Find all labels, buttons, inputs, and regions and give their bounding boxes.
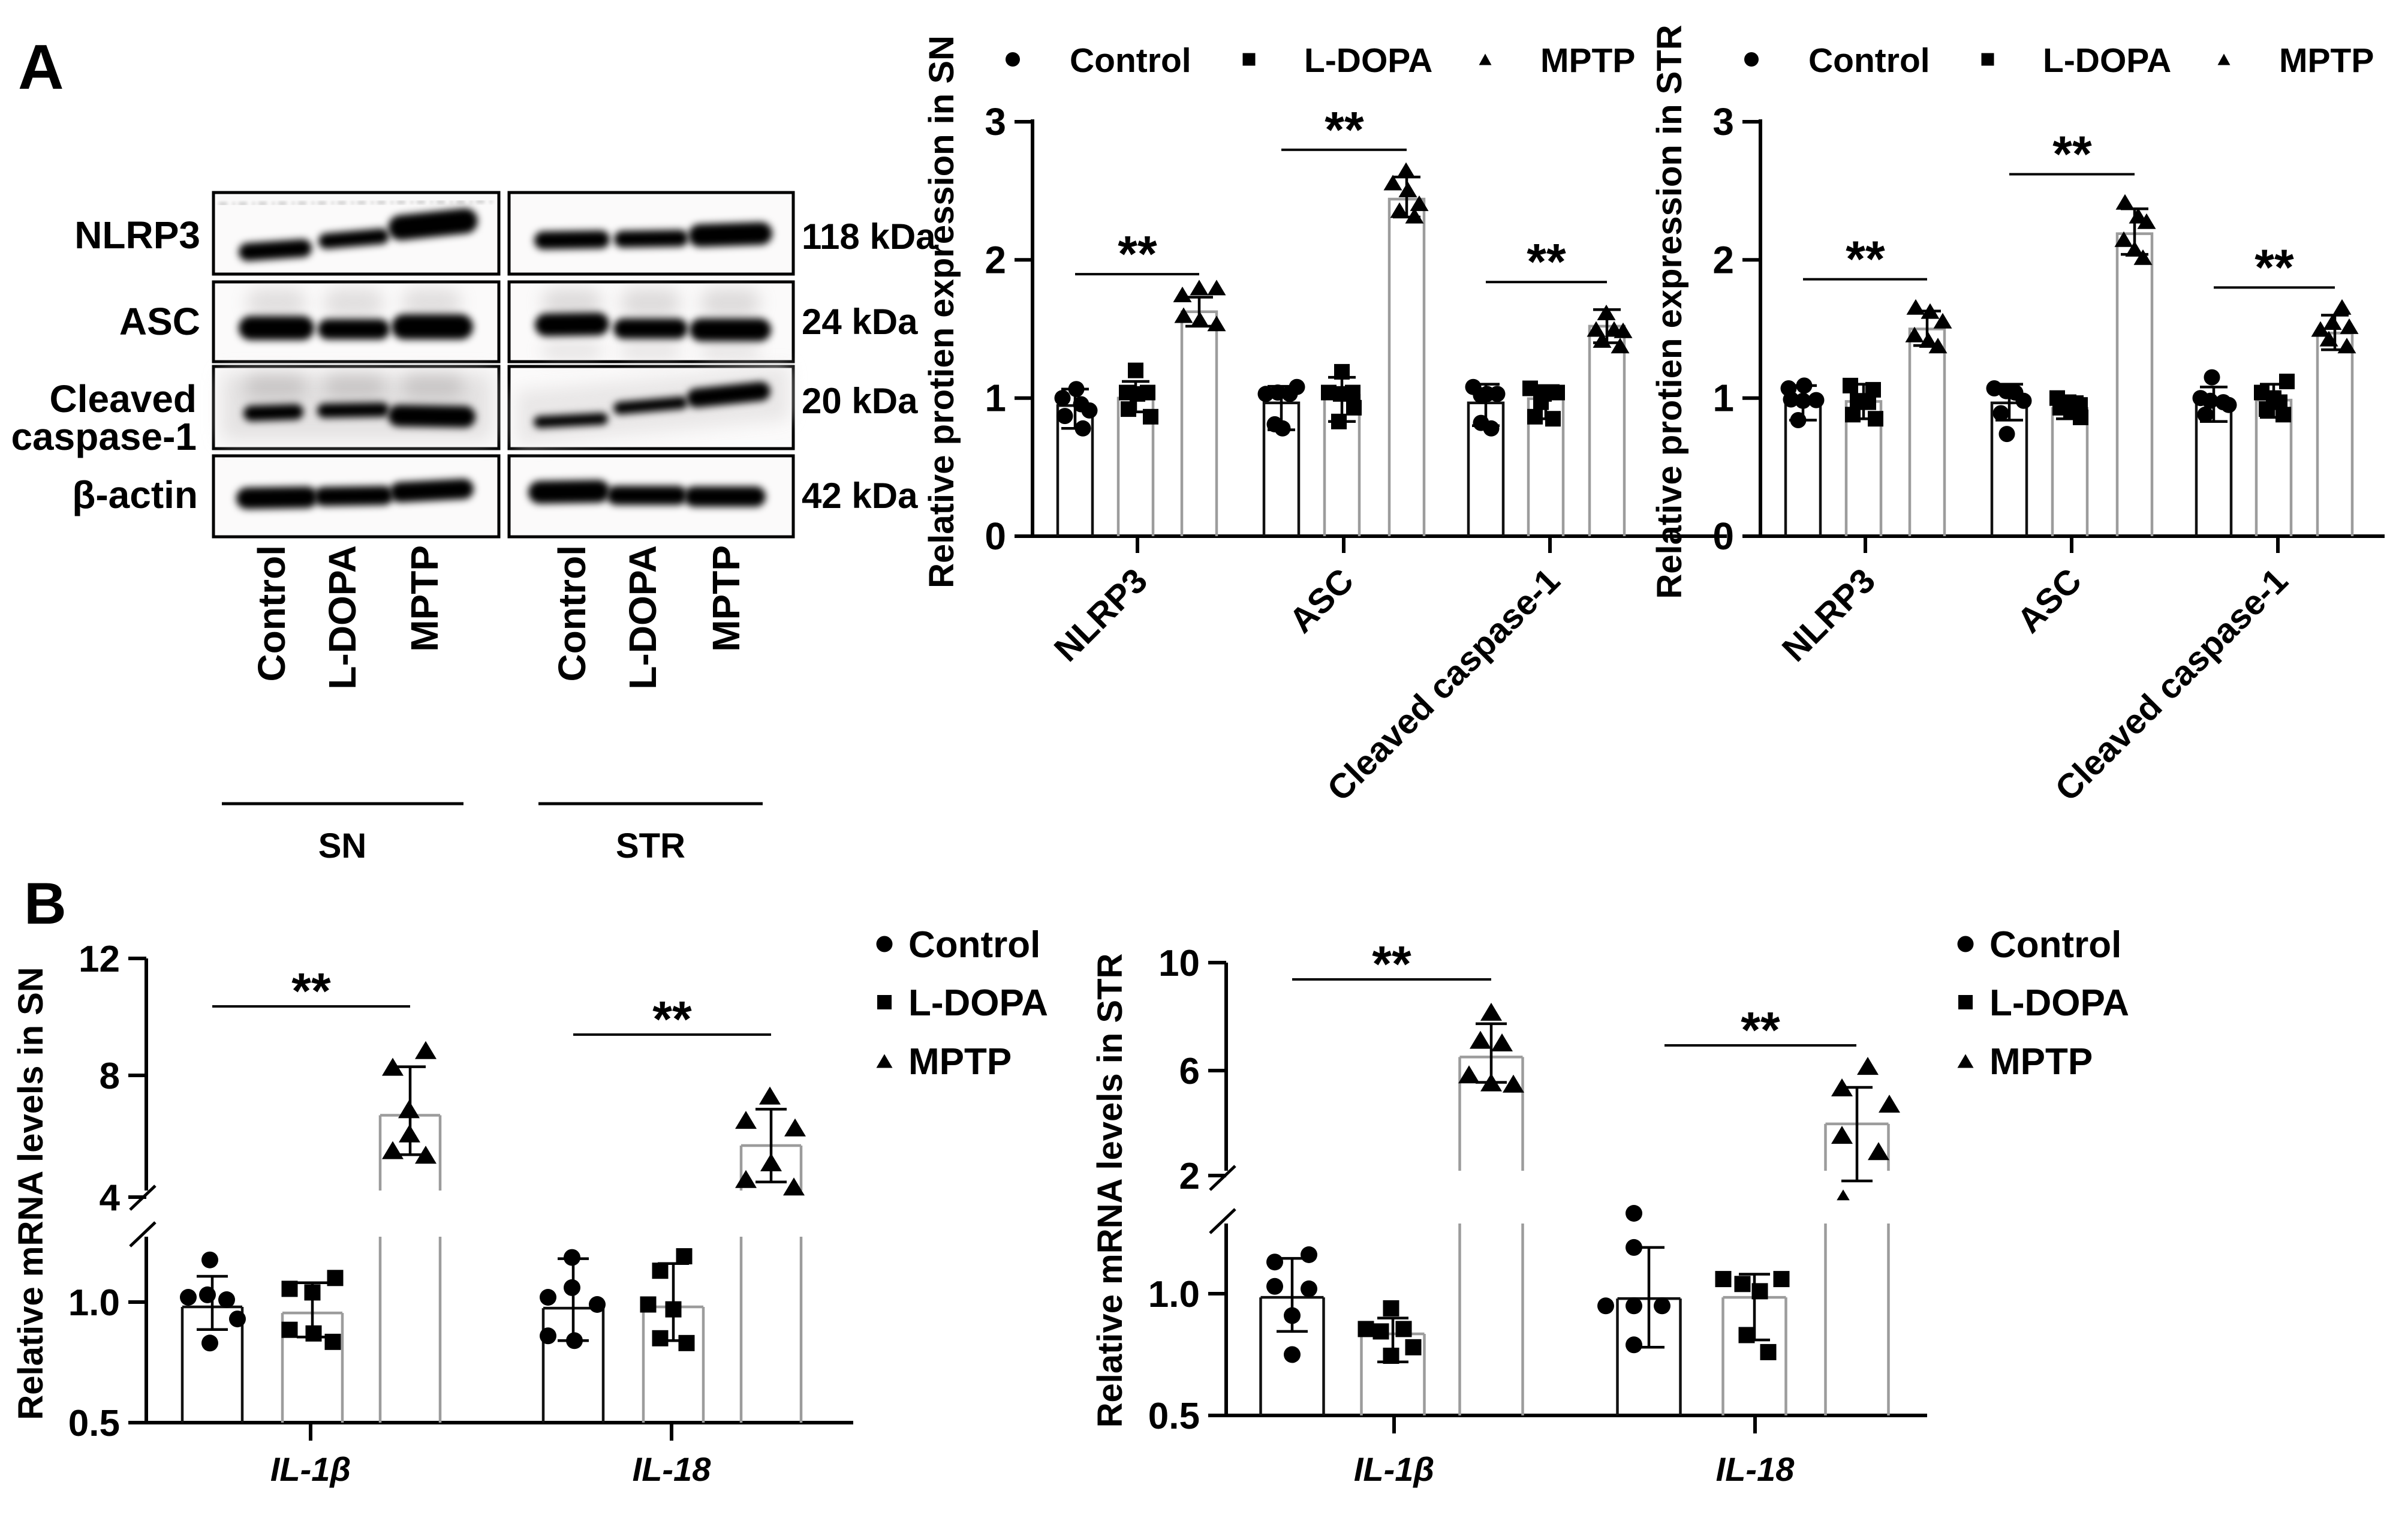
svg-text:Control: Control [1070, 41, 1191, 80]
svg-text:**: ** [1372, 936, 1411, 992]
svg-text:1.0: 1.0 [1148, 1274, 1200, 1315]
svg-text:Relative mRNA levels in SN: Relative mRNA levels in SN [11, 967, 50, 1420]
svg-text:L-DOPA: L-DOPA [908, 982, 1048, 1024]
svg-text:12: 12 [79, 939, 120, 980]
svg-text:MPTP: MPTP [705, 545, 748, 652]
svg-text:**: ** [1846, 231, 1885, 287]
svg-text:IL-1β: IL-1β [270, 1450, 351, 1488]
svg-text:NLRP3: NLRP3 [74, 214, 200, 257]
svg-text:L-DOPA: L-DOPA [1304, 41, 1432, 80]
svg-text:**: ** [1325, 101, 1364, 158]
svg-text:Control: Control [250, 545, 293, 682]
svg-text:L-DOPA: L-DOPA [321, 545, 364, 690]
svg-text:A: A [18, 32, 64, 103]
svg-text:8: 8 [100, 1056, 120, 1097]
svg-text:6: 6 [1179, 1051, 1200, 1092]
svg-text:Relative mRNA levels in STR: Relative mRNA levels in STR [1091, 954, 1130, 1428]
svg-text:20 kDa: 20 kDa [802, 381, 918, 421]
svg-text:**: ** [1527, 233, 1566, 290]
svg-text:3: 3 [1712, 100, 1734, 143]
svg-text:IL-18: IL-18 [1716, 1450, 1795, 1488]
svg-text:4: 4 [100, 1177, 121, 1219]
svg-text:MPTP: MPTP [908, 1041, 1012, 1083]
svg-text:**: ** [1741, 1002, 1780, 1058]
svg-text:1.0: 1.0 [68, 1282, 120, 1324]
svg-text:Control: Control [908, 924, 1040, 966]
svg-text:L-DOPA: L-DOPA [621, 545, 664, 690]
svg-text:IL-1β: IL-1β [1354, 1450, 1434, 1488]
svg-text:0: 0 [1712, 515, 1734, 558]
svg-text:**: ** [2255, 239, 2294, 295]
svg-text:0.5: 0.5 [1148, 1396, 1200, 1437]
svg-text:2: 2 [1179, 1156, 1200, 1197]
svg-text:1: 1 [985, 377, 1006, 420]
svg-text:42 kDa: 42 kDa [802, 476, 918, 516]
svg-text:ASC: ASC [119, 300, 200, 343]
svg-text:MPTP: MPTP [1540, 41, 1635, 80]
svg-text:L-DOPA: L-DOPA [1989, 982, 2129, 1024]
svg-text:Control: Control [550, 545, 594, 682]
svg-text:**: ** [1118, 226, 1157, 282]
svg-text:MPTP: MPTP [403, 545, 446, 652]
svg-text:STR: STR [616, 826, 685, 865]
svg-text:SN: SN [318, 826, 367, 865]
svg-text:10: 10 [1158, 943, 1200, 984]
svg-text:β-actin: β-actin [72, 473, 198, 516]
svg-text:118 kDa: 118 kDa [802, 217, 936, 257]
svg-text:caspase-1: caspase-1 [11, 415, 197, 458]
svg-text:2: 2 [985, 238, 1006, 281]
svg-text:MPTP: MPTP [1989, 1041, 2093, 1083]
svg-text:0: 0 [985, 515, 1006, 558]
svg-text:**: ** [291, 963, 331, 1019]
svg-text:L-DOPA: L-DOPA [2043, 41, 2171, 80]
svg-text:MPTP: MPTP [2279, 41, 2374, 80]
svg-text:3: 3 [985, 100, 1006, 143]
svg-text:B: B [24, 870, 67, 936]
svg-text:Relative protien expression in: Relative protien expression in SN [922, 35, 961, 588]
svg-text:Control: Control [1808, 41, 1930, 80]
svg-text:24 kDa: 24 kDa [802, 302, 918, 342]
svg-text:Control: Control [1989, 924, 2121, 966]
svg-text:2: 2 [1712, 238, 1734, 281]
svg-text:1: 1 [1712, 377, 1734, 420]
svg-text:Cleaved: Cleaved [50, 377, 197, 420]
svg-text:**: ** [2052, 126, 2092, 182]
svg-text:**: ** [652, 991, 692, 1047]
svg-text:IL-18: IL-18 [633, 1450, 712, 1488]
svg-text:Relative protien expression in: Relative protien expression in STR [1650, 25, 1689, 599]
svg-text:0.5: 0.5 [68, 1403, 120, 1444]
